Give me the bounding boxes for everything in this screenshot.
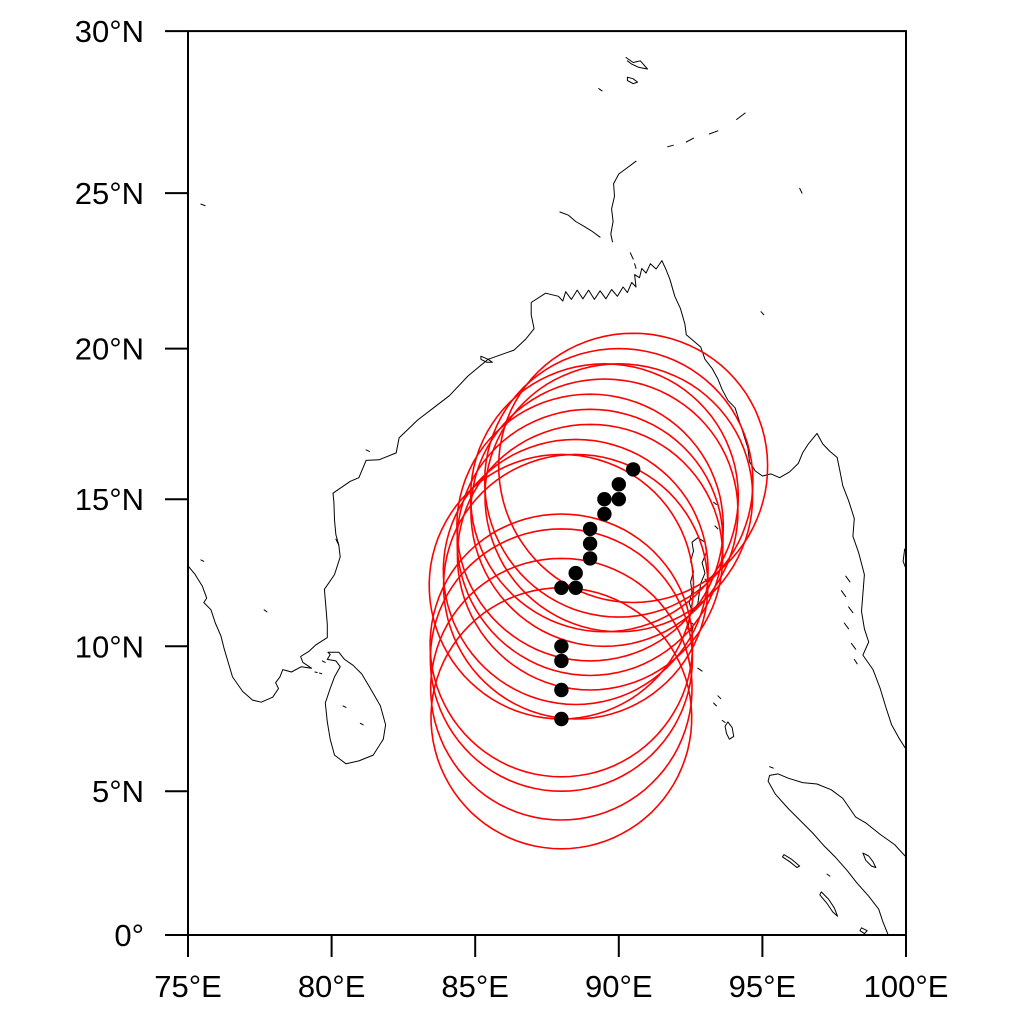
range-circle [442, 453, 709, 720]
tibet-lake-speck [598, 88, 603, 92]
little-nicobar [721, 719, 726, 723]
mergui-islet-1 [845, 575, 851, 583]
x-axis: 75°E 80°E 85°E 90°E 95°E 100°E [154, 935, 948, 1004]
great-nicobar [724, 721, 735, 740]
pulicat-lake [335, 538, 340, 546]
track-point [582, 536, 598, 551]
preparis-islet [713, 501, 717, 505]
nias-island [819, 891, 839, 917]
mangalore-speck [200, 559, 205, 562]
mergui-islet-5 [850, 642, 857, 650]
coast-gulf-of-thailand [902, 546, 906, 571]
plot-area [188, 57, 906, 936]
nancowry-islet-2 [713, 702, 717, 707]
range-circle [484, 362, 754, 633]
track-point [582, 521, 598, 537]
assam-river-dash-1 [685, 137, 694, 143]
track-point [554, 580, 569, 595]
weh-island [769, 766, 774, 769]
track-point [611, 492, 626, 507]
andaman-islands [688, 537, 707, 612]
mergui-islet-2 [840, 590, 847, 598]
track-point [568, 565, 583, 581]
srilanka-reservoir-1 [342, 705, 347, 708]
adams-bridge-islet-1 [314, 671, 318, 673]
brahmaputra-river [610, 160, 637, 243]
assam-river-dash-2 [708, 130, 719, 135]
y-axis: 0° 5°N 10°N 15°N 20°N 25°N 30°N [75, 14, 188, 953]
sri-lanka [324, 651, 387, 765]
nancowry-islet-1 [717, 695, 722, 700]
range-circles [428, 332, 769, 850]
x-tick-label: 95°E [729, 969, 797, 1004]
delft-islet [321, 660, 326, 663]
y-tick-label: 10°N [75, 629, 144, 664]
range-circle [456, 393, 725, 662]
tibet-river-squiggle [625, 57, 648, 70]
ganges-river [559, 211, 601, 238]
range-circle [429, 513, 694, 778]
range-circle [483, 347, 754, 618]
kolleru-lake [365, 449, 370, 452]
map-frame [187, 30, 907, 937]
car-nicobar [697, 667, 703, 672]
sumatra [767, 773, 906, 936]
mettur-reservoir-speck [263, 609, 268, 613]
track-point [582, 551, 598, 566]
assam-river-dash-4 [667, 144, 674, 148]
mergui-islet-3 [848, 606, 854, 614]
track-point [554, 711, 569, 727]
range-circle [442, 438, 709, 706]
range-circle [469, 362, 740, 633]
track-point [597, 506, 612, 522]
lake-toba [862, 852, 877, 868]
track-point [554, 682, 569, 698]
meghna-segment-2 [634, 263, 637, 269]
range-circle [470, 378, 739, 648]
meghna-segment-1 [629, 252, 634, 260]
track-point [554, 639, 569, 654]
coastlines [188, 57, 906, 936]
track-point [626, 462, 641, 477]
y-tick-label: 20°N [75, 332, 144, 367]
y-tick-label: 15°N [75, 482, 144, 517]
chilika-lake [480, 355, 493, 363]
coast-india-bangladesh-myanmar-thailand [188, 260, 906, 751]
x-tick-label: 80°E [298, 969, 366, 1004]
range-circle [456, 423, 724, 691]
coco-islet [714, 525, 719, 530]
track-points [554, 462, 641, 727]
assam-river-dash-3 [736, 112, 746, 120]
x-tick-label: 100°E [864, 969, 949, 1004]
y-tick-label: 0° [114, 918, 144, 953]
x-tick-label: 85°E [441, 969, 509, 1004]
range-circle [429, 557, 693, 821]
simeulue-island [782, 854, 801, 868]
y-tick-label: 30°N [75, 14, 144, 49]
y-tick-label: 5°N [92, 774, 144, 809]
indawgyi-lake-speck [799, 187, 803, 194]
x-tick-label: 75°E [154, 969, 222, 1004]
range-circle [497, 332, 769, 604]
yamdrok-lake [626, 76, 638, 85]
banyak-islet [826, 873, 831, 877]
adams-bridge-islet-2 [319, 672, 323, 675]
mergui-islet-4 [843, 622, 850, 630]
track-point [597, 492, 612, 507]
myanmar-lake-speck [760, 311, 765, 316]
track-point [568, 580, 583, 595]
track-point [611, 477, 626, 492]
mergui-islet-6 [853, 658, 858, 665]
batu-islands [859, 927, 868, 935]
track-point [554, 653, 569, 669]
rajasthan-lake-speck [200, 203, 206, 207]
y-tick-label: 25°N [75, 176, 144, 211]
srilanka-reservoir-2 [359, 722, 364, 726]
x-tick-label: 90°E [585, 969, 653, 1004]
range-circle [456, 408, 724, 677]
